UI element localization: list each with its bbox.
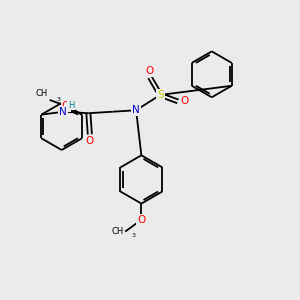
Text: 3: 3 xyxy=(56,97,60,102)
Text: CH: CH xyxy=(36,89,48,98)
Text: N: N xyxy=(132,105,140,115)
Text: 3: 3 xyxy=(132,232,136,238)
Text: O: O xyxy=(146,66,154,76)
Text: O: O xyxy=(180,96,188,106)
Text: O: O xyxy=(62,101,70,111)
Text: H: H xyxy=(68,101,74,110)
Text: N: N xyxy=(59,107,67,117)
Text: CH: CH xyxy=(112,227,124,236)
Text: O: O xyxy=(137,215,146,225)
Text: S: S xyxy=(157,90,164,100)
Text: O: O xyxy=(86,136,94,146)
